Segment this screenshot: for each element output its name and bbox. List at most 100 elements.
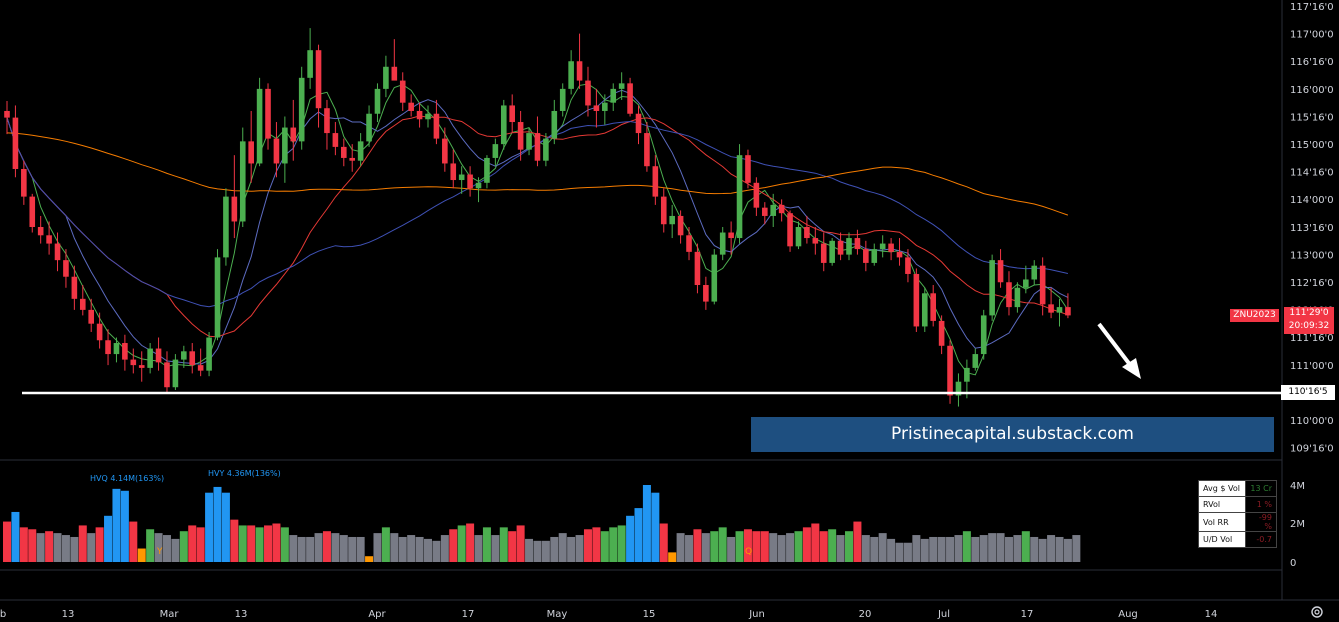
time-tick-label: Aug xyxy=(1118,609,1138,620)
candle-body xyxy=(703,285,709,302)
candle-body xyxy=(1031,265,1038,280)
volume-bar xyxy=(415,536,424,562)
candle-body xyxy=(467,174,473,189)
candle-body xyxy=(492,144,499,158)
candle-body xyxy=(989,260,995,316)
price-tick-label: 110'00'0 xyxy=(1290,416,1334,427)
volume-bar xyxy=(95,527,104,562)
volume-bar xyxy=(819,531,828,562)
candle-body xyxy=(332,133,339,147)
time-axis: b 13 Mar 13 Apr 17 May 15 Jun 20 Jul 17 Aug 14 xyxy=(0,609,1217,620)
candle-body xyxy=(223,196,229,258)
candle-body xyxy=(256,88,263,164)
candle-body xyxy=(694,251,701,286)
volume-bar xyxy=(937,536,946,562)
volume-bar xyxy=(205,492,214,562)
volume-bar xyxy=(895,542,904,562)
candle-body xyxy=(955,381,962,396)
candle-body xyxy=(147,348,153,368)
volume-bar xyxy=(760,531,769,562)
candle-body xyxy=(239,141,246,222)
volume-bar xyxy=(3,521,11,562)
candle-body xyxy=(635,113,642,134)
candle-body xyxy=(888,243,894,252)
volume-bar xyxy=(280,527,289,562)
volume-bar xyxy=(348,536,357,562)
candle-body xyxy=(652,166,659,197)
candle-body xyxy=(315,50,322,109)
volume-bar xyxy=(449,529,458,562)
volume-bar xyxy=(634,508,643,562)
candle-body xyxy=(728,232,734,239)
volume-bar xyxy=(230,519,239,562)
candle-body xyxy=(804,227,810,239)
volume-bar xyxy=(600,531,609,562)
candle-body xyxy=(964,367,970,382)
volume-bar xyxy=(398,536,407,562)
volume-bar xyxy=(78,525,87,562)
volume-bar xyxy=(11,511,20,562)
volume-bar xyxy=(221,492,230,562)
candle-body xyxy=(71,276,78,299)
candle-body xyxy=(113,343,120,355)
settings-icon[interactable] xyxy=(1310,605,1324,619)
stats-value: -0.7 xyxy=(1245,531,1277,548)
volume-bar xyxy=(1055,536,1064,562)
volume-bar xyxy=(1047,535,1056,562)
volume-bar xyxy=(474,535,483,562)
volume-bar xyxy=(946,536,955,562)
volume-bar xyxy=(45,531,54,562)
candle-body xyxy=(29,196,36,227)
support-level-badge: 110'16'5 xyxy=(1281,385,1335,400)
candle-body xyxy=(745,155,751,183)
stats-value: 13 Cr xyxy=(1245,480,1277,497)
stats-row: Vol RR -99 % xyxy=(1198,512,1277,532)
stats-row: U/D Vol -0.7 xyxy=(1198,531,1277,548)
candle-body xyxy=(442,138,448,164)
volume-bar xyxy=(836,535,845,562)
candle-body xyxy=(391,66,398,81)
last-price-badge: 111'29'0 20:09:32 xyxy=(1284,307,1334,334)
candle-body xyxy=(585,80,591,106)
volume-bar xyxy=(482,527,491,562)
volume-bar xyxy=(786,533,795,562)
last-price: 111'29'0 xyxy=(1289,308,1329,318)
time-tick-label: 20 xyxy=(859,609,872,620)
candle-body xyxy=(181,351,187,360)
candle-body xyxy=(164,362,170,388)
price-tick-label: 116'00'0 xyxy=(1290,85,1334,96)
candle-body xyxy=(122,343,128,360)
candle-body xyxy=(820,243,827,263)
candle-body xyxy=(96,323,103,341)
candle-body xyxy=(197,365,204,371)
volume-bar xyxy=(962,531,971,562)
candle-body xyxy=(374,88,381,114)
volume-bar xyxy=(297,536,306,562)
symbol-badge: ZNU2023 xyxy=(1230,309,1279,322)
candle-body xyxy=(905,257,911,274)
candle-body xyxy=(736,155,743,239)
volume-tick-label: 4M xyxy=(1290,481,1305,492)
candle-body xyxy=(526,133,532,150)
candle-body xyxy=(425,113,431,120)
volume-bar xyxy=(390,533,399,562)
volume-bar xyxy=(558,533,567,562)
stats-label: Vol RR xyxy=(1198,512,1246,532)
candle-body xyxy=(669,215,675,225)
volume-bar xyxy=(996,533,1005,562)
volume-bar xyxy=(651,492,660,562)
volume-bar xyxy=(777,535,786,562)
volume-bar xyxy=(701,533,710,562)
grid-lines xyxy=(0,0,1339,601)
volume-bar xyxy=(289,535,298,562)
volume-bar xyxy=(592,527,601,562)
candle-body xyxy=(778,204,785,214)
candle-body xyxy=(88,309,94,324)
volume-bar xyxy=(1038,538,1047,562)
volume-bar xyxy=(365,556,374,562)
volume-bar xyxy=(381,527,390,562)
price-tick-label: 117'16'0 xyxy=(1290,2,1334,13)
volume-bar xyxy=(1030,536,1039,562)
candle-body xyxy=(54,243,61,261)
